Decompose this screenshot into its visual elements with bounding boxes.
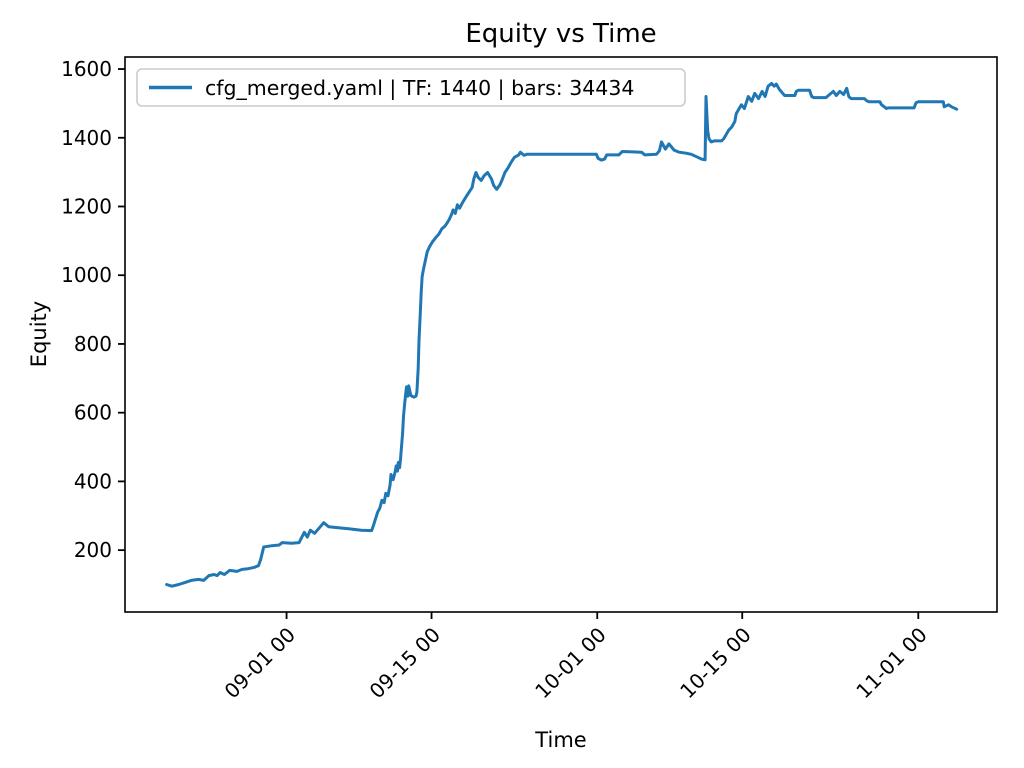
y-axis-label: Equity	[27, 301, 51, 367]
y-tick-label: 1400	[61, 126, 112, 150]
x-axis-ticks: 09-01 00 09-15 00 10-01 00 10-15 00 11-01 00	[220, 612, 932, 703]
x-tick-label: 09-01 00	[220, 623, 301, 704]
y-tick-label: 400	[74, 469, 112, 493]
chart-title: Equity vs Time	[465, 19, 656, 49]
legend-label: cfg_merged.yaml | TF: 1440 | bars: 34434	[205, 76, 634, 101]
legend-box	[136, 68, 686, 107]
x-tick-label: 10-15 00	[675, 623, 756, 704]
y-tick-label: 1000	[61, 263, 112, 287]
legend: cfg_merged.yaml | TF: 1440 | bars: 34434	[136, 68, 686, 107]
y-tick-label: 200	[74, 538, 112, 562]
x-tick-label: 09-15 00	[365, 623, 446, 704]
x-tick-label: 11-01 00	[851, 623, 932, 704]
y-tick-label: 800	[74, 332, 112, 356]
y-axis-ticks: 200 400 600 800 1000 1200 1400 1600	[61, 57, 125, 562]
y-tick-label: 1200	[61, 194, 112, 218]
y-tick-label: 600	[74, 401, 112, 425]
x-tick-label: 10-01 00	[530, 623, 611, 704]
equity-line-series	[165, 82, 959, 588]
y-tick-label: 1600	[61, 57, 112, 81]
x-axis-label: Time	[534, 728, 586, 752]
plot-area	[124, 56, 998, 613]
